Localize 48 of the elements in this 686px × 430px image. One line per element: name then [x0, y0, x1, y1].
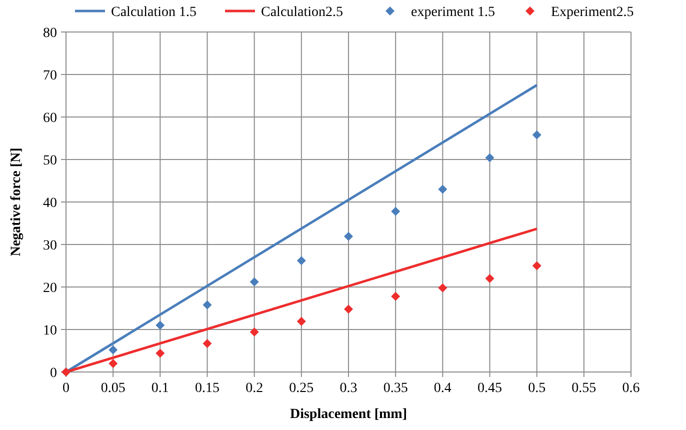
- x-tick-label: 0.6: [622, 381, 640, 396]
- point: [250, 328, 259, 337]
- y-tick-label: 10: [43, 324, 57, 338]
- legend-label: Experiment2.5: [551, 5, 634, 20]
- point: [485, 153, 494, 162]
- x-tick-label: 0.05: [100, 381, 126, 396]
- y-tick-label: 30: [43, 238, 57, 254]
- point: [108, 345, 118, 354]
- y-tick-label: 70: [43, 68, 57, 84]
- point: [202, 300, 212, 310]
- y-axis-title: Negative force [N]: [9, 148, 24, 256]
- legend-label: Calculation2.5: [261, 5, 344, 20]
- y-tick-label: 20: [43, 281, 57, 296]
- x-tick-label: 0.4: [434, 381, 452, 396]
- x-tick-label: 0.25: [289, 381, 314, 396]
- x-tick-label: 0.45: [478, 381, 502, 396]
- point: [485, 274, 494, 283]
- point: [438, 184, 448, 194]
- point: [344, 304, 353, 314]
- point: [156, 348, 165, 358]
- x-tick-label: 0.35: [383, 381, 408, 396]
- y-tick-label: 80: [43, 26, 57, 41]
- x-tick-label: 0.15: [195, 381, 220, 396]
- y-tick-label: 60: [43, 111, 57, 126]
- x-axis-title: Displacement [mm]: [290, 407, 408, 422]
- x-tick-label: 0: [62, 381, 70, 396]
- point: [202, 339, 212, 348]
- point: [438, 283, 448, 292]
- y-tick-label: 50: [43, 154, 57, 168]
- point: [296, 256, 306, 266]
- x-tick-label: 0.1: [151, 381, 169, 396]
- point: [344, 232, 353, 241]
- y-tick-label: 0: [50, 366, 57, 381]
- point: [156, 320, 165, 330]
- point: [391, 292, 400, 301]
- legend-label: Calculation 1.5: [111, 5, 197, 20]
- x-tick-label: 0.2: [246, 381, 264, 396]
- point: [532, 261, 542, 270]
- point: [532, 130, 542, 140]
- point: [391, 206, 400, 216]
- point: [250, 277, 259, 286]
- y-tick-label: 40: [43, 196, 57, 211]
- x-tick-label: 0.3: [340, 381, 358, 396]
- point: [296, 316, 306, 326]
- x-tick-label: 0.5: [528, 381, 546, 396]
- x-tick-label: 0.55: [572, 381, 596, 396]
- legend-label: experiment 1.5: [411, 5, 495, 20]
- point: [108, 359, 118, 368]
